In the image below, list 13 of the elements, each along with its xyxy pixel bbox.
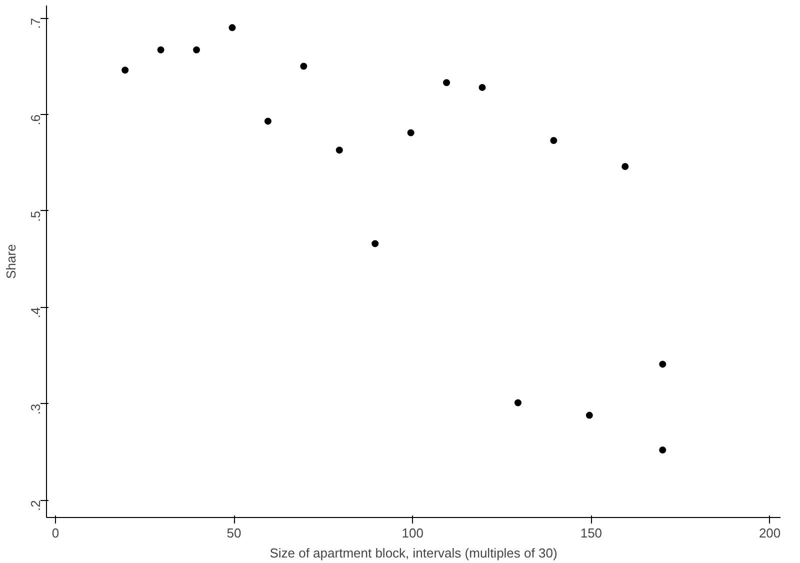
- y-tick-label: .3: [28, 404, 43, 415]
- y-axis-title: Share: [4, 244, 18, 279]
- y-tick-label: .2: [28, 500, 43, 511]
- x-tick-label: 200: [758, 526, 781, 540]
- y-tick-label: .6: [28, 114, 43, 126]
- x-tick-label: 50: [226, 526, 242, 540]
- y-tick-label: .5: [28, 210, 43, 222]
- x-tick-label: 150: [580, 526, 602, 540]
- y-tick-label: .4: [28, 307, 43, 318]
- x-tick-label: 100: [402, 526, 424, 540]
- x-tick-label: 0: [52, 526, 60, 540]
- x-axis-title: Size of apartment block, intervals (multiples of 30): [270, 546, 558, 560]
- y-tick-label: .7: [28, 18, 43, 29]
